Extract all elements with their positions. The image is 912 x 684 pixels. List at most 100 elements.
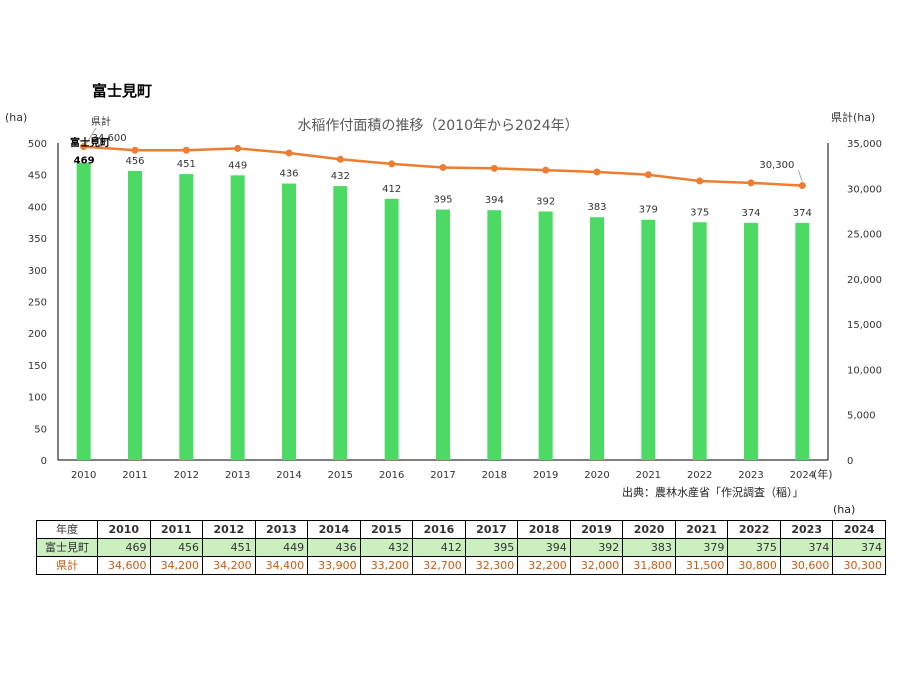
x-tick-label: 2022 (687, 470, 712, 481)
chart: 水稲作付面積の推移（2010年から2024年） (ha) 県計(ha) (年) 0 50 1… (5, 110, 882, 481)
bar-fujimi (795, 222, 810, 460)
right-tick-label: 30,000 (847, 184, 882, 195)
line-point-prefecture (234, 144, 242, 152)
table-year-header: 2024 (832, 520, 886, 539)
table-year-header: 2018 (517, 520, 571, 539)
line-point-prefecture (747, 179, 755, 187)
table-cell: 469 (97, 538, 151, 557)
right-tick-label: 10,000 (847, 365, 882, 376)
x-tick-label: 2023 (738, 470, 763, 481)
line-point-prefecture (696, 177, 704, 185)
x-tick-label: 2024 (790, 470, 815, 481)
table-row-label: 県計 (36, 556, 98, 575)
table-year-header: 2023 (779, 520, 834, 539)
line-point-prefecture (439, 163, 447, 171)
x-tick-label: 2021 (636, 470, 661, 481)
bar-fujimi (436, 209, 450, 460)
annotation-line-leader (85, 127, 97, 145)
table-cell: 32,000 (569, 556, 624, 575)
bar-value-label: 374 (741, 208, 760, 219)
line-point-prefecture (131, 146, 139, 154)
bar-fujimi (76, 162, 91, 461)
table-cell: 383 (622, 538, 676, 557)
table-row-label: 富士見町 (36, 538, 98, 557)
table-cell: 436 (307, 538, 361, 557)
table-cell: 374 (779, 538, 834, 557)
annotation-bar-series: 富士見町 (70, 136, 110, 149)
left-tick-label: 300 (28, 266, 47, 277)
bar-value-label: 394 (485, 195, 504, 206)
table-cell: 34,400 (254, 556, 309, 575)
line-first-value-label: 34,600 (92, 133, 127, 144)
bar-value-label: 375 (690, 207, 709, 218)
bar-fujimi (487, 210, 502, 460)
bar-fujimi (538, 211, 553, 460)
chart-title: 水稲作付面積の推移（2010年から2024年） (297, 118, 578, 134)
table-cell: 456 (149, 538, 204, 557)
bar-fujimi (333, 186, 348, 460)
line-last-leader (797, 169, 803, 182)
table-year-header: 2020 (622, 520, 676, 539)
table-header-label: 年度 (36, 520, 98, 539)
x-tick-label: 2012 (174, 470, 199, 481)
table-cell: 32,200 (517, 556, 571, 575)
right-tick-label: 20,000 (847, 275, 882, 286)
table-year-header: 2014 (307, 520, 361, 539)
left-axis-unit: (ha) (5, 111, 27, 124)
table-cell: 31,800 (622, 556, 676, 575)
table-year-header: 2013 (254, 520, 309, 539)
left-tick-label: 400 (28, 202, 47, 213)
table-cell: 30,800 (727, 556, 781, 575)
table-year-header: 2022 (727, 520, 781, 539)
x-tick-label: 2015 (328, 470, 353, 481)
left-tick-label: 250 (28, 298, 47, 309)
table-year-header: 2012 (202, 520, 256, 539)
annotation-line-series: 県計 (91, 115, 111, 128)
table-year-header: 2017 (464, 520, 519, 539)
right-tick-label: 25,000 (847, 230, 882, 241)
table-cell: 32,700 (412, 556, 466, 575)
bar-fujimi (384, 198, 399, 461)
right-tick-label: 15,000 (847, 320, 882, 331)
bar-fujimi (692, 222, 707, 460)
table-year-header: 2019 (569, 520, 624, 539)
x-tick-label: 2020 (584, 470, 609, 481)
x-tick-label: 2017 (430, 470, 455, 481)
x-tick-label: 2019 (533, 470, 558, 481)
line-last-value-label: 30,300 (759, 160, 794, 171)
bar-fujimi (230, 175, 245, 461)
bar-value-label: 436 (279, 169, 298, 180)
table-cell: 395 (464, 538, 519, 557)
table-unit: (ha) (833, 503, 856, 516)
bar-value-label: 383 (587, 202, 606, 213)
line-point-prefecture (798, 182, 806, 190)
table-cell: 30,300 (832, 556, 886, 575)
right-tick-label: 5,000 (847, 411, 876, 422)
table-year-header: 2015 (359, 520, 414, 539)
table-cell: 375 (727, 538, 781, 557)
table-cell: 31,500 (674, 556, 729, 575)
left-tick-label: 450 (28, 171, 47, 182)
line-point-prefecture (80, 143, 88, 151)
bar-value-label: 392 (536, 196, 555, 207)
bar-fujimi (128, 170, 142, 460)
table-cell: 379 (674, 538, 729, 557)
bar-value-label: 379 (639, 205, 658, 216)
table-year-header: 2021 (674, 520, 729, 539)
table-cell: 33,900 (307, 556, 361, 575)
table-cell: 34,200 (202, 556, 256, 575)
left-tick-label: 150 (28, 361, 47, 372)
table-cell: 392 (569, 538, 624, 557)
left-tick-label: 100 (28, 393, 47, 404)
right-axis-unit: 県計(ha) (831, 110, 875, 124)
source-note: 出典：農林水産省「作況調査（稲）」 (622, 486, 804, 499)
table-cell: 451 (202, 538, 256, 557)
left-tick-label: 200 (28, 329, 47, 340)
x-axis-unit: (年) (813, 467, 833, 481)
left-tick-label: 50 (34, 424, 47, 435)
x-tick-label: 2018 (482, 470, 507, 481)
table-cell: 30,600 (779, 556, 834, 575)
table-cell: 374 (832, 538, 886, 557)
bar-value-label: 395 (433, 195, 452, 206)
table-cell: 394 (517, 538, 571, 557)
